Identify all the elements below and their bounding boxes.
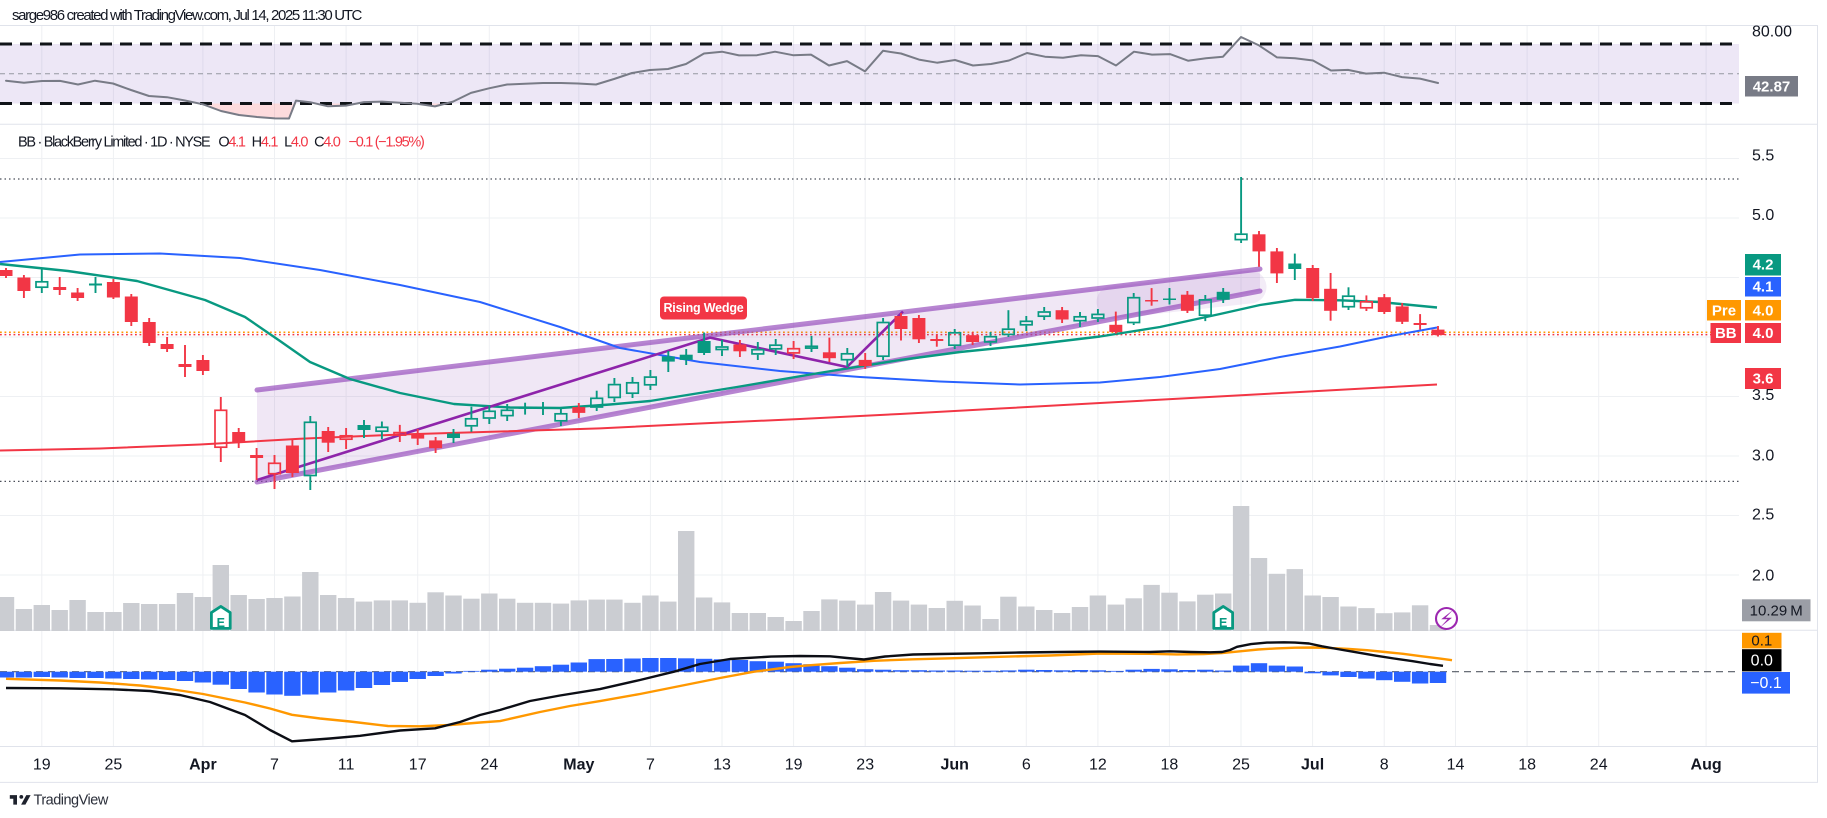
svg-text:4.0: 4.0 [1753, 325, 1774, 342]
svg-text:12: 12 [1089, 757, 1107, 774]
svg-text:17: 17 [409, 757, 427, 774]
svg-text:25: 25 [1232, 757, 1250, 774]
svg-text:BB · BlackBerry Limited · 1D ·: BB · BlackBerry Limited · 1D · NYSE O4.1 H… [18, 135, 424, 151]
svg-text:8: 8 [1380, 757, 1389, 774]
svg-text:7: 7 [646, 757, 655, 774]
svg-text:E: E [217, 616, 225, 630]
svg-text:E: E [1219, 616, 1227, 630]
svg-text:3.0: 3.0 [1752, 448, 1774, 465]
svg-text:80.00: 80.00 [1752, 24, 1792, 41]
svg-text:6: 6 [1022, 757, 1031, 774]
svg-text:7: 7 [270, 757, 279, 774]
svg-text:23: 23 [856, 757, 874, 774]
svg-text:5.5: 5.5 [1752, 148, 1774, 165]
svg-text:Apr: Apr [189, 757, 217, 774]
svg-text:0.1: 0.1 [1751, 633, 1772, 650]
svg-text:−0.1: −0.1 [1750, 675, 1782, 692]
svg-text:TradingView: TradingView [34, 793, 109, 809]
svg-text:4.2: 4.2 [1753, 257, 1774, 274]
svg-text:Jul: Jul [1301, 757, 1324, 774]
svg-text:sarge986 created with TradingV: sarge986 created with TradingView.com, J… [12, 7, 363, 24]
svg-text:Aug: Aug [1691, 757, 1722, 774]
svg-text:18: 18 [1518, 757, 1536, 774]
svg-text:25: 25 [105, 757, 123, 774]
svg-text:19: 19 [33, 757, 51, 774]
svg-text:42.87: 42.87 [1753, 78, 1791, 95]
svg-text:May: May [563, 757, 594, 774]
svg-text:19: 19 [785, 757, 803, 774]
svg-text:Rising Wedge: Rising Wedge [663, 301, 743, 315]
svg-text:Pre: Pre [1712, 302, 1736, 319]
svg-text:3.5: 3.5 [1752, 387, 1774, 404]
svg-text:24: 24 [480, 757, 498, 774]
svg-text:18: 18 [1161, 757, 1179, 774]
svg-text:0.0: 0.0 [1751, 652, 1773, 669]
svg-text:4.0: 4.0 [1753, 302, 1774, 319]
svg-text:24: 24 [1590, 757, 1608, 774]
svg-text:13: 13 [713, 757, 731, 774]
svg-text:Jun: Jun [940, 757, 968, 774]
svg-text:14: 14 [1447, 757, 1465, 774]
svg-text:4.1: 4.1 [1753, 279, 1774, 296]
svg-text:10.29 M: 10.29 M [1750, 602, 1803, 619]
svg-text:3.6: 3.6 [1753, 371, 1774, 388]
svg-text:2.0: 2.0 [1752, 568, 1774, 585]
svg-text:BB: BB [1715, 325, 1737, 342]
svg-text:2.5: 2.5 [1752, 507, 1774, 524]
svg-text:5.0: 5.0 [1752, 207, 1774, 224]
svg-text:11: 11 [338, 757, 355, 774]
